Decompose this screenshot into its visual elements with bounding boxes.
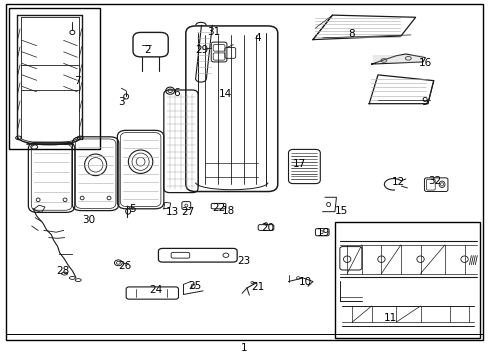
Text: 21: 21 [251, 282, 264, 292]
Text: 18: 18 [222, 206, 235, 216]
Text: 15: 15 [334, 206, 347, 216]
Text: 9: 9 [420, 96, 427, 107]
Text: 19: 19 [316, 228, 330, 238]
Text: 23: 23 [236, 256, 250, 266]
Bar [334, 222, 479, 338]
Text: 5: 5 [128, 204, 135, 214]
Text: 7: 7 [74, 76, 81, 86]
Text: 10: 10 [299, 276, 311, 287]
Text: 27: 27 [181, 207, 195, 217]
Text: 30: 30 [82, 215, 95, 225]
Text: 8: 8 [347, 29, 354, 39]
Text: 13: 13 [165, 207, 179, 217]
Text: 25: 25 [187, 281, 201, 291]
Text: 1: 1 [241, 343, 247, 353]
Text: 6: 6 [173, 88, 180, 98]
Text: 16: 16 [418, 58, 431, 68]
Text: 2: 2 [144, 45, 151, 55]
Text: 26: 26 [118, 261, 131, 271]
Text: 29: 29 [194, 45, 208, 55]
Text: 28: 28 [56, 266, 69, 276]
Text: 4: 4 [254, 33, 261, 43]
Text: 11: 11 [383, 312, 396, 323]
Ellipse shape [31, 145, 38, 149]
Text: 12: 12 [391, 177, 405, 187]
Text: 20: 20 [261, 222, 274, 233]
Text: 3: 3 [118, 96, 124, 107]
Text: 14: 14 [219, 89, 232, 99]
Text: 22: 22 [212, 203, 225, 213]
Bar [9, 8, 100, 149]
Text: 17: 17 [292, 159, 305, 169]
Text: 24: 24 [148, 285, 162, 295]
Text: 31: 31 [207, 27, 221, 37]
Text: 32: 32 [427, 176, 441, 186]
